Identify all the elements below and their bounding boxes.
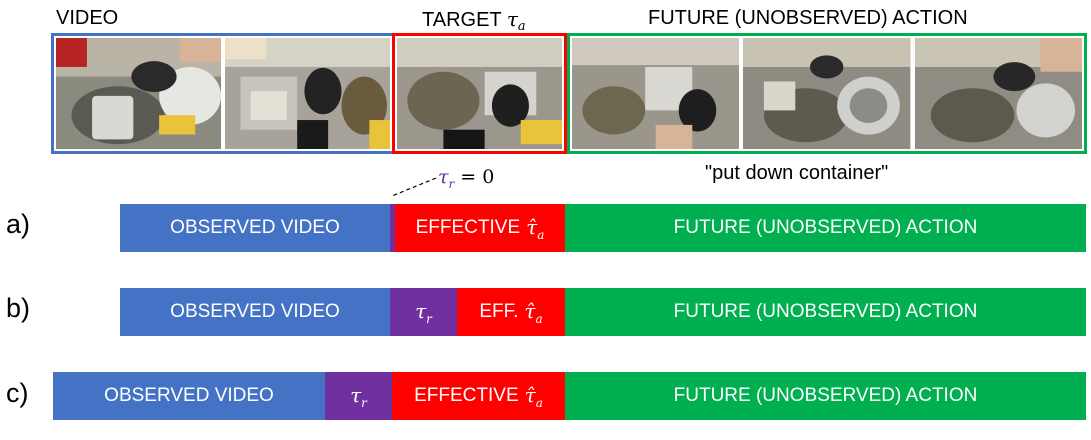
row-c-future-segment: FUTURE (UNOBSERVED) ACTION [565, 372, 1086, 420]
video-frame-6 [914, 38, 1082, 149]
row-a-effective-symbol: τ̂a [526, 215, 544, 242]
row-c-tau-r-sub: r [361, 395, 367, 410]
video-frame-2 [225, 38, 390, 149]
row-c-tau-r-symbol: τ [350, 382, 362, 407]
row-c-tau-r-segment: τr [325, 372, 392, 420]
row-a-effective-sub: a [537, 227, 545, 242]
row-c-observed-segment: OBSERVED VIDEO [53, 372, 325, 420]
tau-r-zero-sub: r [448, 176, 455, 191]
row-c-effective-tau: τ̂ [524, 382, 536, 407]
target-tau-sub: a [517, 19, 526, 34]
video-frame-3 [397, 38, 562, 149]
row-c-effective-text: EFFECTIVE [414, 385, 519, 406]
future-header: FUTURE (UNOBSERVED) ACTION [648, 7, 968, 29]
row-b-effective-text: EFF. [479, 301, 519, 322]
row-c-effective-segment: EFFECTIVE τ̂a [392, 372, 565, 420]
row-b-tau-r-label: τr [415, 299, 432, 326]
row-c-effective-sub: a [535, 395, 543, 410]
tau-r-zero-symbol: τ [438, 166, 449, 188]
row-a-effective-tau: τ̂ [526, 214, 538, 239]
row-c-label: c) [6, 378, 29, 408]
row-c-tau-r-label: τr [350, 383, 367, 410]
video-frame-4 [572, 38, 740, 149]
target-frames [392, 33, 567, 154]
row-a-effective-segment: EFFECTIVE τ̂a [395, 204, 565, 252]
row-a-observed-segment: OBSERVED VIDEO [120, 204, 390, 252]
target-header: TARGET τa [422, 7, 526, 34]
target-header-text: TARGET [422, 9, 502, 31]
video-frame-5 [743, 38, 911, 149]
tau-r-zero-leader [391, 177, 437, 197]
row-b-tau-r-segment: τr [390, 288, 457, 336]
observed-frames [51, 33, 395, 154]
row-b-bar: OBSERVED VIDEO τr EFF. τ̂a FUTURE (UNOBSE… [120, 288, 1086, 336]
future-frames [567, 33, 1087, 154]
row-a-bar: OBSERVED VIDEO EFFECTIVE τ̂a FUTURE (UNOB… [120, 204, 1086, 252]
row-b-effective-tau: τ̂ [524, 298, 536, 323]
target-tau-symbol: τ [506, 7, 518, 31]
tau-r-zero-eq: = 0 [454, 166, 495, 188]
tau-r-zero-label: τr = 0 [438, 166, 494, 191]
row-b-tau-r-sub: r [426, 311, 432, 326]
row-c-effective-symbol: τ̂a [525, 383, 543, 410]
row-b-label: b) [6, 293, 31, 323]
row-b-effective-sub: a [535, 311, 543, 326]
row-c-bar: OBSERVED VIDEO τr EFFECTIVE τ̂a FUTURE (U… [53, 372, 1086, 420]
video-header: VIDEO [56, 7, 119, 29]
action-caption: "put down container" [705, 162, 889, 184]
row-b-observed-segment: OBSERVED VIDEO [120, 288, 390, 336]
row-b-effective-symbol: τ̂a [524, 299, 542, 326]
row-b-effective-segment: EFF. τ̂a [457, 288, 565, 336]
row-b-tau-r-symbol: τ [415, 298, 427, 323]
video-frame-1 [56, 38, 221, 149]
row-a-tau-r-segment [390, 204, 395, 252]
row-a-label: a) [6, 209, 31, 239]
row-a-effective-text: EFFECTIVE [415, 217, 521, 238]
row-a-future-segment: FUTURE (UNOBSERVED) ACTION [565, 204, 1086, 252]
row-b-future-segment: FUTURE (UNOBSERVED) ACTION [565, 288, 1086, 336]
